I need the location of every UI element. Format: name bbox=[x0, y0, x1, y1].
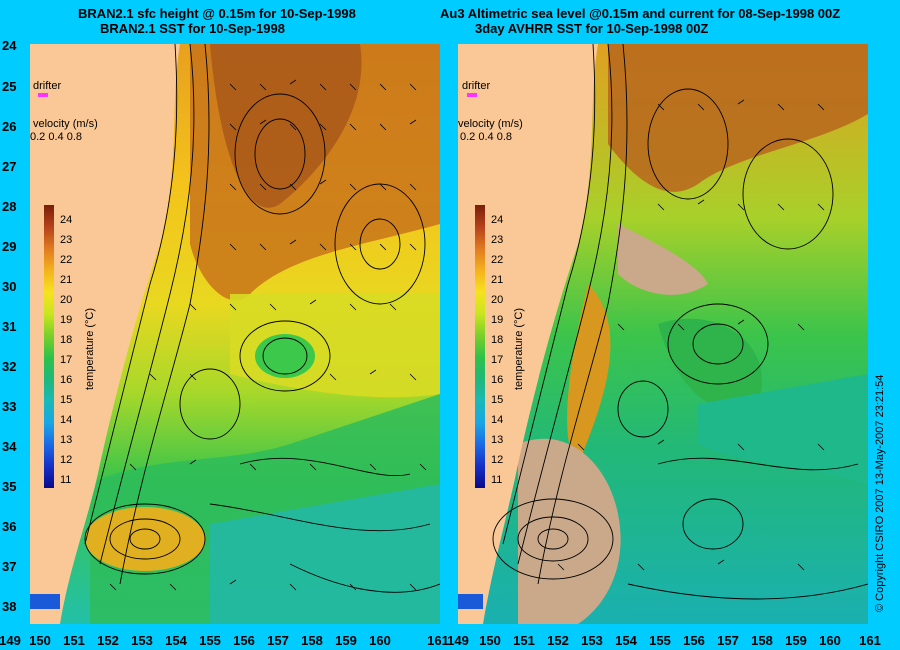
left-cbar-tick-17: 17 bbox=[60, 354, 73, 366]
right-cbar-tick-16: 16 bbox=[491, 374, 504, 386]
right-sst-map bbox=[458, 44, 868, 624]
left-colorbar bbox=[44, 205, 54, 488]
left-title-line1: BRAN2.1 sfc height @ 0.15m for 10-Sep-19… bbox=[78, 6, 356, 21]
left-x-tick-159: 159 bbox=[335, 633, 357, 648]
left-cbar-tick-22: 22 bbox=[60, 254, 73, 266]
right-x-tick-152: 152 bbox=[547, 633, 569, 648]
left-cbar-tick-15: 15 bbox=[60, 394, 73, 406]
y-tick-37: 37 bbox=[2, 559, 17, 574]
right-map-panel bbox=[458, 44, 868, 624]
right-cbar-tick-18: 18 bbox=[491, 334, 504, 346]
right-x-tick-161: 161 bbox=[859, 633, 881, 648]
left-map-panel bbox=[30, 44, 440, 624]
right-colorbar bbox=[475, 205, 485, 488]
y-tick-36: 36 bbox=[2, 519, 17, 534]
right-cbar-tick-24: 24 bbox=[491, 214, 504, 226]
y-tick-30: 30 bbox=[2, 279, 17, 294]
right-x-tick-156: 156 bbox=[683, 633, 705, 648]
right-x-tick-160: 160 bbox=[819, 633, 841, 648]
y-tick-38: 38 bbox=[2, 599, 17, 614]
y-tick-32: 32 bbox=[2, 359, 17, 374]
left-velocity-label: velocity (m/s) bbox=[33, 118, 98, 130]
left-cbar-tick-19: 19 bbox=[60, 314, 73, 326]
left-drifter-label: drifter bbox=[33, 80, 62, 92]
left-x-tick-149: 149 bbox=[0, 633, 21, 648]
left-x-tick-155: 155 bbox=[199, 633, 221, 648]
left-cbar-tick-11: 11 bbox=[60, 474, 72, 486]
right-cbar-tick-20: 20 bbox=[491, 294, 504, 306]
right-cbar-tick-19: 19 bbox=[491, 314, 504, 326]
left-cbar-tick-12: 12 bbox=[60, 454, 73, 466]
y-tick-28: 28 bbox=[2, 199, 17, 214]
right-x-tick-158: 158 bbox=[751, 633, 773, 648]
right-velocity-label: velocity (m/s) bbox=[458, 118, 523, 130]
left-x-tick-158: 158 bbox=[301, 633, 323, 648]
left-cbar-tick-20: 20 bbox=[60, 294, 73, 306]
right-x-tick-153: 153 bbox=[581, 633, 603, 648]
left-x-tick-156: 156 bbox=[233, 633, 255, 648]
left-x-tick-151: 151 bbox=[63, 633, 85, 648]
right-x-tick-154: 154 bbox=[615, 633, 637, 648]
right-cbar-tick-15: 15 bbox=[491, 394, 504, 406]
left-drifter-marker bbox=[38, 93, 48, 97]
right-cbar-tick-12: 12 bbox=[491, 454, 504, 466]
right-velocity-values: 0.2 0.4 0.8 bbox=[460, 131, 512, 143]
y-tick-27: 27 bbox=[2, 159, 17, 174]
right-x-tick-151: 151 bbox=[513, 633, 535, 648]
left-cbar-tick-24: 24 bbox=[60, 214, 73, 226]
left-x-tick-153: 153 bbox=[131, 633, 153, 648]
right-cbar-tick-21: 21 bbox=[491, 274, 504, 286]
y-tick-24: 24 bbox=[2, 38, 17, 53]
left-x-tick-154: 154 bbox=[165, 633, 187, 648]
left-title-line2: BRAN2.1 SST for 10-Sep-1998 bbox=[100, 21, 285, 36]
left-cbar-tick-13: 13 bbox=[60, 434, 73, 446]
right-cbar-tick-11: 11 bbox=[491, 474, 503, 486]
right-x-tick-149: 149 bbox=[447, 633, 469, 648]
y-tick-25: 25 bbox=[2, 79, 17, 94]
right-drifter-label: drifter bbox=[462, 80, 491, 92]
right-cbar-tick-14: 14 bbox=[491, 414, 504, 426]
left-x-tick-157: 157 bbox=[267, 633, 289, 648]
left-sst-map bbox=[30, 44, 440, 624]
left-x-tick-160: 160 bbox=[369, 633, 391, 648]
right-x-tick-150: 150 bbox=[479, 633, 501, 648]
y-tick-26: 26 bbox=[2, 119, 17, 134]
left-x-tick-161: 161 bbox=[427, 633, 449, 648]
y-tick-31: 31 bbox=[2, 319, 17, 334]
left-cbar-tick-16: 16 bbox=[60, 374, 73, 386]
right-x-tick-157: 157 bbox=[717, 633, 739, 648]
right-x-tick-155: 155 bbox=[649, 633, 671, 648]
y-tick-35: 35 bbox=[2, 479, 17, 494]
right-title-line2: 3day AVHRR SST for 10-Sep-1998 00Z bbox=[475, 21, 709, 36]
left-colorbar-title: temperature (°C) bbox=[84, 307, 96, 390]
right-cbar-tick-13: 13 bbox=[491, 434, 504, 446]
left-cbar-tick-14: 14 bbox=[60, 414, 73, 426]
right-drifter-marker bbox=[467, 93, 477, 97]
right-x-tick-159: 159 bbox=[785, 633, 807, 648]
left-x-tick-150: 150 bbox=[29, 633, 51, 648]
left-cbar-tick-21: 21 bbox=[60, 274, 73, 286]
y-tick-29: 29 bbox=[2, 239, 17, 254]
y-tick-33: 33 bbox=[2, 399, 17, 414]
right-cbar-tick-17: 17 bbox=[491, 354, 504, 366]
copyright-text: © Copyright CSIRO 2007 13-May-2007 23:21… bbox=[874, 374, 886, 612]
left-cbar-tick-23: 23 bbox=[60, 234, 73, 246]
right-cbar-tick-23: 23 bbox=[491, 234, 504, 246]
left-x-tick-152: 152 bbox=[97, 633, 119, 648]
left-cbar-tick-18: 18 bbox=[60, 334, 73, 346]
right-colorbar-title: temperature (°C) bbox=[513, 307, 525, 390]
right-cbar-tick-22: 22 bbox=[491, 254, 504, 266]
y-tick-34: 34 bbox=[2, 439, 17, 454]
left-velocity-values: 0.2 0.4 0.8 bbox=[30, 131, 82, 143]
right-title-line1: Au3 Altimetric sea level @0.15m and curr… bbox=[440, 6, 841, 21]
